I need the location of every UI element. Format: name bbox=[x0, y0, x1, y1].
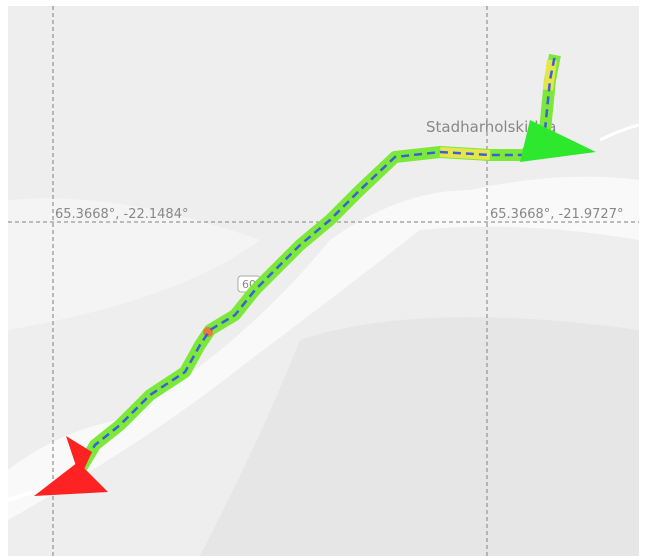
terrain bbox=[8, 198, 260, 330]
valley bbox=[8, 176, 639, 520]
start-arrow bbox=[34, 462, 108, 496]
terrain bbox=[200, 317, 639, 556]
end-arrow bbox=[520, 120, 596, 162]
place-label: Stadharholskirkja bbox=[426, 118, 556, 136]
track-line bbox=[78, 54, 557, 471]
start-arrow bbox=[66, 436, 92, 478]
grid-label: 65.3668°, -21.9727° bbox=[490, 207, 623, 222]
grid-label: 65.3668°, -22.1484° bbox=[55, 207, 188, 222]
road bbox=[599, 123, 640, 142]
